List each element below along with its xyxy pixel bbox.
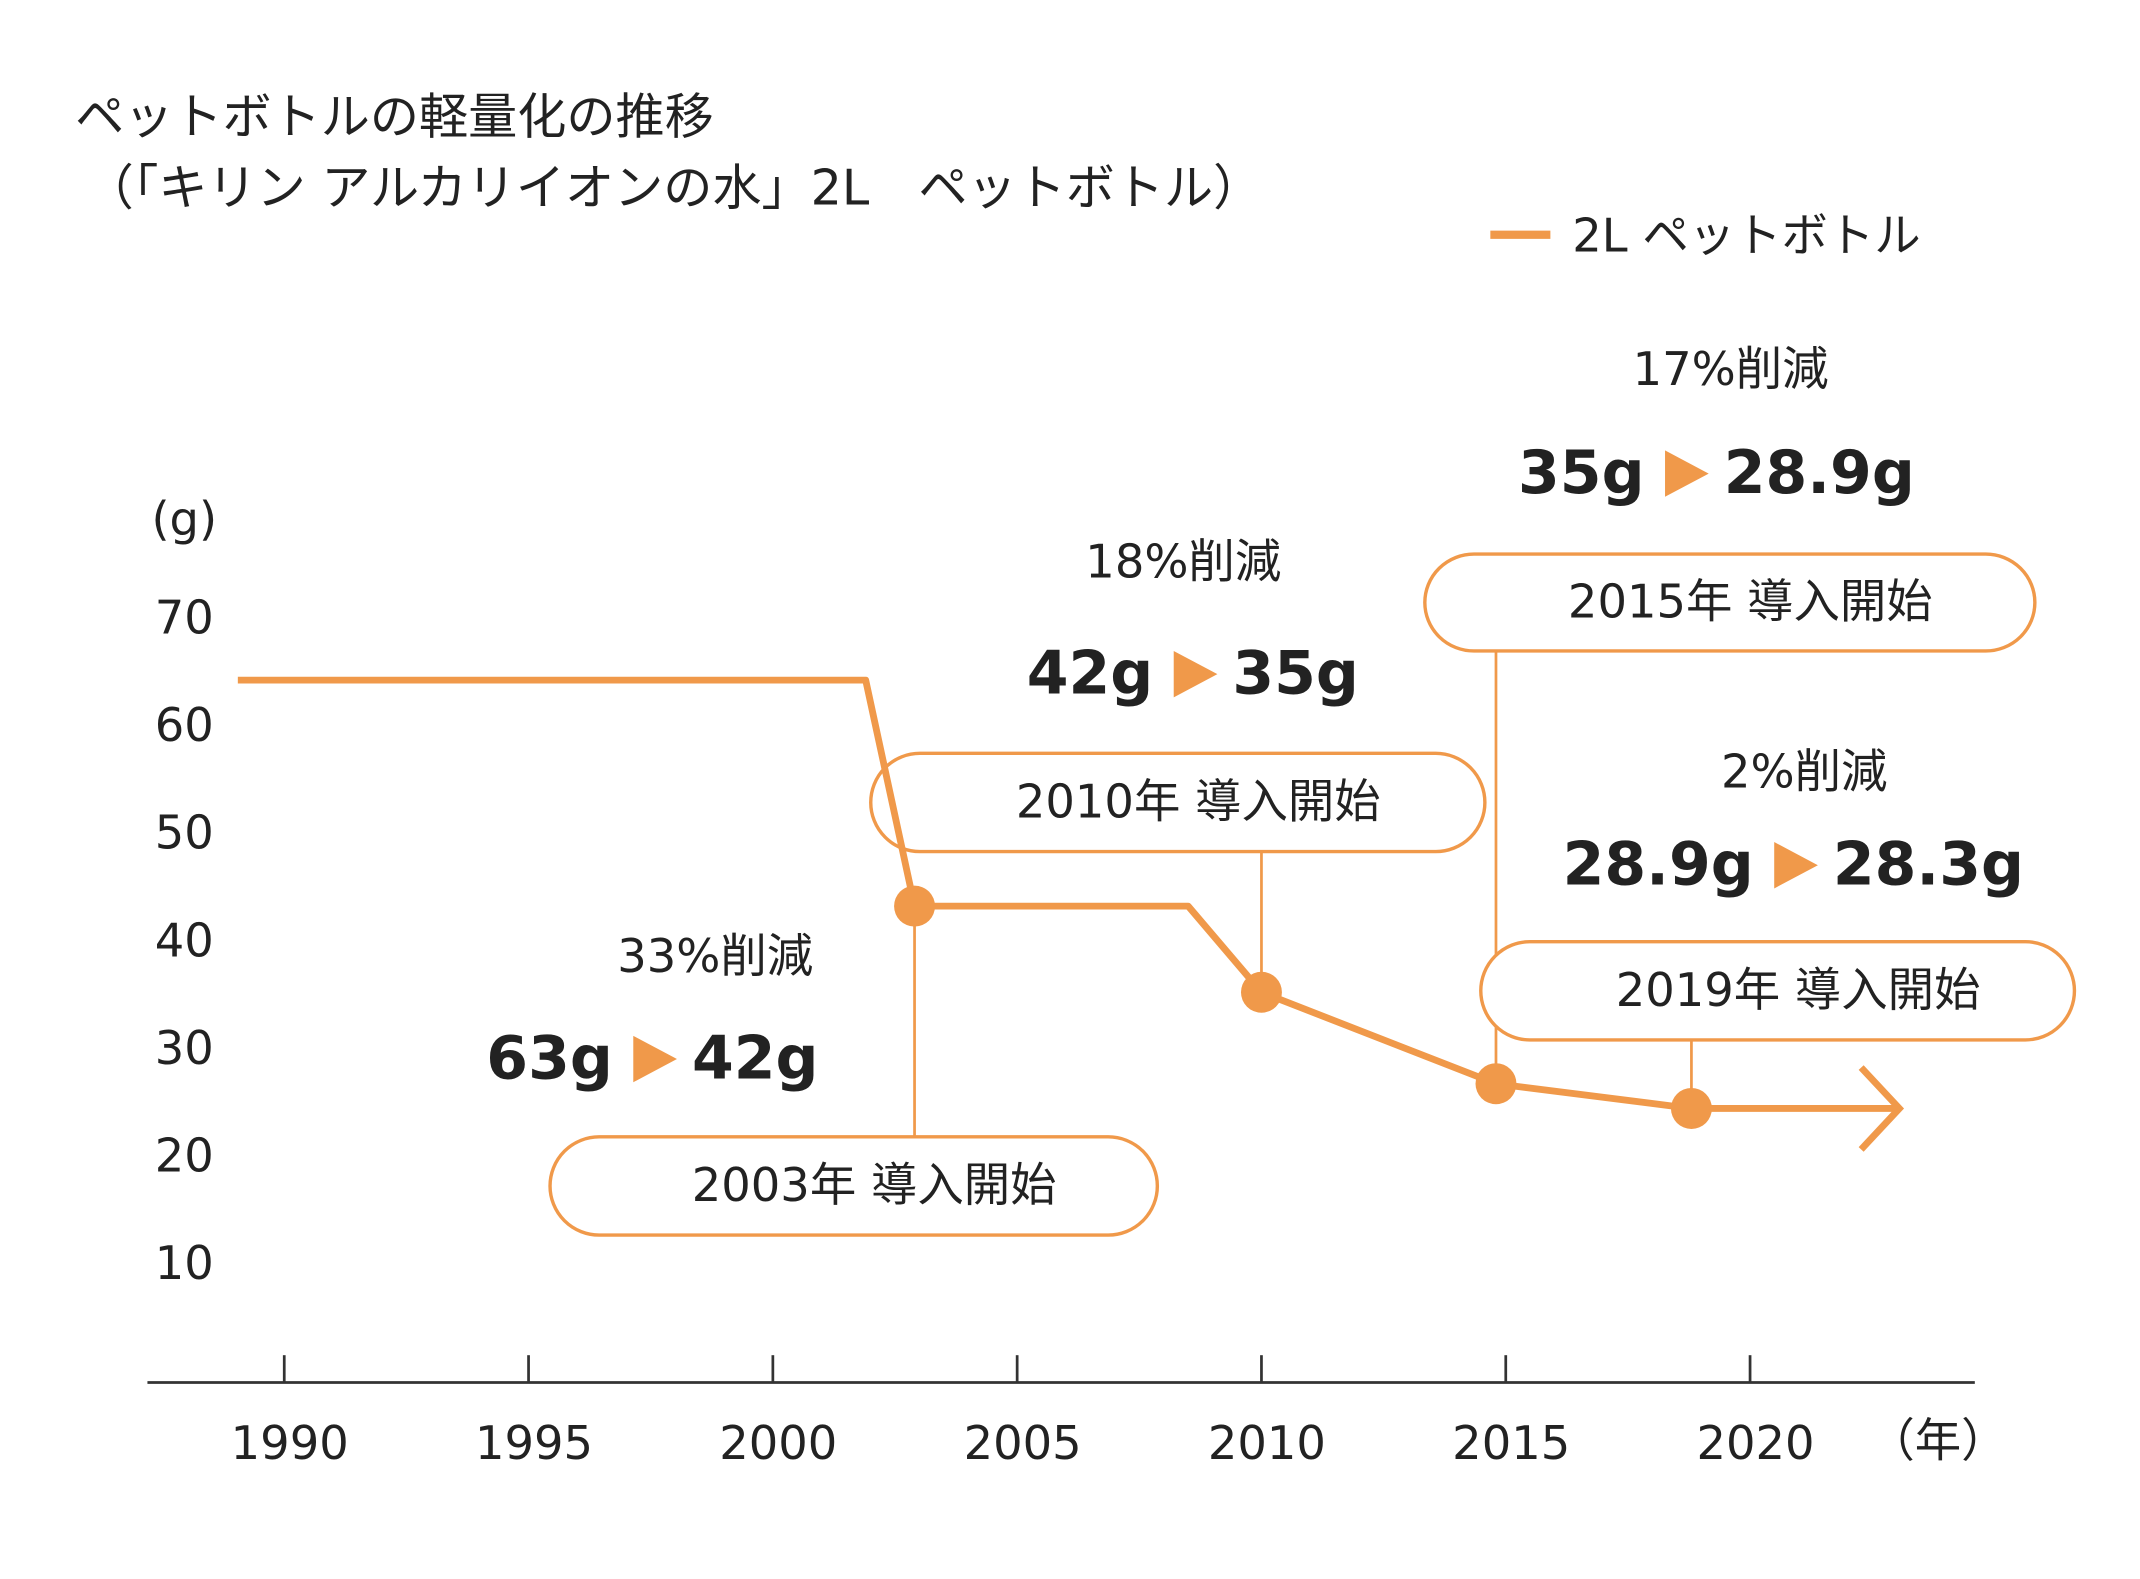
legend-label: 2L ペットボトル	[1572, 208, 1920, 262]
arrow-head	[1858, 1065, 1905, 1152]
x-tick-label: 2020	[1696, 1416, 1814, 1470]
weight-after: 28.9g	[1724, 438, 1915, 508]
annotation-box	[1479, 939, 2077, 1042]
weight-before: 63g	[486, 1023, 613, 1093]
reduction-label: 18%削減	[1085, 535, 1281, 589]
weight-before: 42g	[1027, 639, 1154, 709]
annotation-box	[548, 1135, 1160, 1237]
arrow-triangle	[1774, 842, 1818, 889]
annotation-label: 2015年 導入開始	[1568, 575, 1933, 629]
weight-after: 42g	[692, 1023, 819, 1093]
point-marker	[1475, 1063, 1517, 1105]
weight-after: 28.3g	[1833, 830, 2024, 900]
weight-after: 35g	[1232, 639, 1359, 709]
chart-subtitle: （「キリン アルカリイオンの水」2L ペットボトル）	[85, 159, 1263, 217]
annotation-box	[869, 751, 1487, 854]
series-line	[237, 676, 1897, 1112]
annotation-box	[1423, 552, 2037, 653]
annotation-label: 2010年 導入開始	[1016, 775, 1381, 829]
x-tick-label: 2005	[964, 1416, 1082, 1470]
x-tick-label: 1995	[475, 1416, 593, 1470]
x-tick-label: 2000	[719, 1416, 837, 1470]
arrow-triangle	[633, 1035, 677, 1083]
point-marker	[1670, 1087, 1712, 1129]
arrow-triangle	[1665, 450, 1709, 497]
annotation-label: 2019年 導入開始	[1616, 963, 1981, 1017]
point-marker	[1240, 971, 1282, 1013]
x-tick-label: 2015	[1452, 1416, 1570, 1470]
reduction-label: 2%削減	[1721, 745, 1887, 799]
x-tick-label: 1990	[231, 1416, 349, 1470]
point-marker	[894, 885, 936, 927]
arrow-triangle	[1173, 650, 1218, 698]
y-tick-label: 30	[155, 1021, 214, 1075]
weight-before: 35g	[1518, 438, 1645, 508]
y-tick-label: 10	[155, 1236, 214, 1290]
y-tick-label: 20	[155, 1129, 214, 1183]
y-tick-label: 70	[155, 590, 214, 644]
weight-before: 28.9g	[1563, 830, 1754, 900]
x-tick-label: 2010	[1208, 1416, 1326, 1470]
reduction-label: 17%削減	[1633, 342, 1829, 396]
reduction-label: 33%削減	[617, 929, 813, 983]
y-tick-label: 50	[155, 806, 214, 860]
y-tick-label: 60	[155, 698, 214, 752]
chart-title: ペットボトルの軽量化の推移	[75, 88, 714, 146]
y-tick-label: 40	[155, 913, 214, 967]
y-axis-label: (g)	[151, 492, 217, 546]
x-axis-label: （年）	[1868, 1413, 2007, 1467]
annotation-label: 2003年 導入開始	[692, 1158, 1057, 1212]
